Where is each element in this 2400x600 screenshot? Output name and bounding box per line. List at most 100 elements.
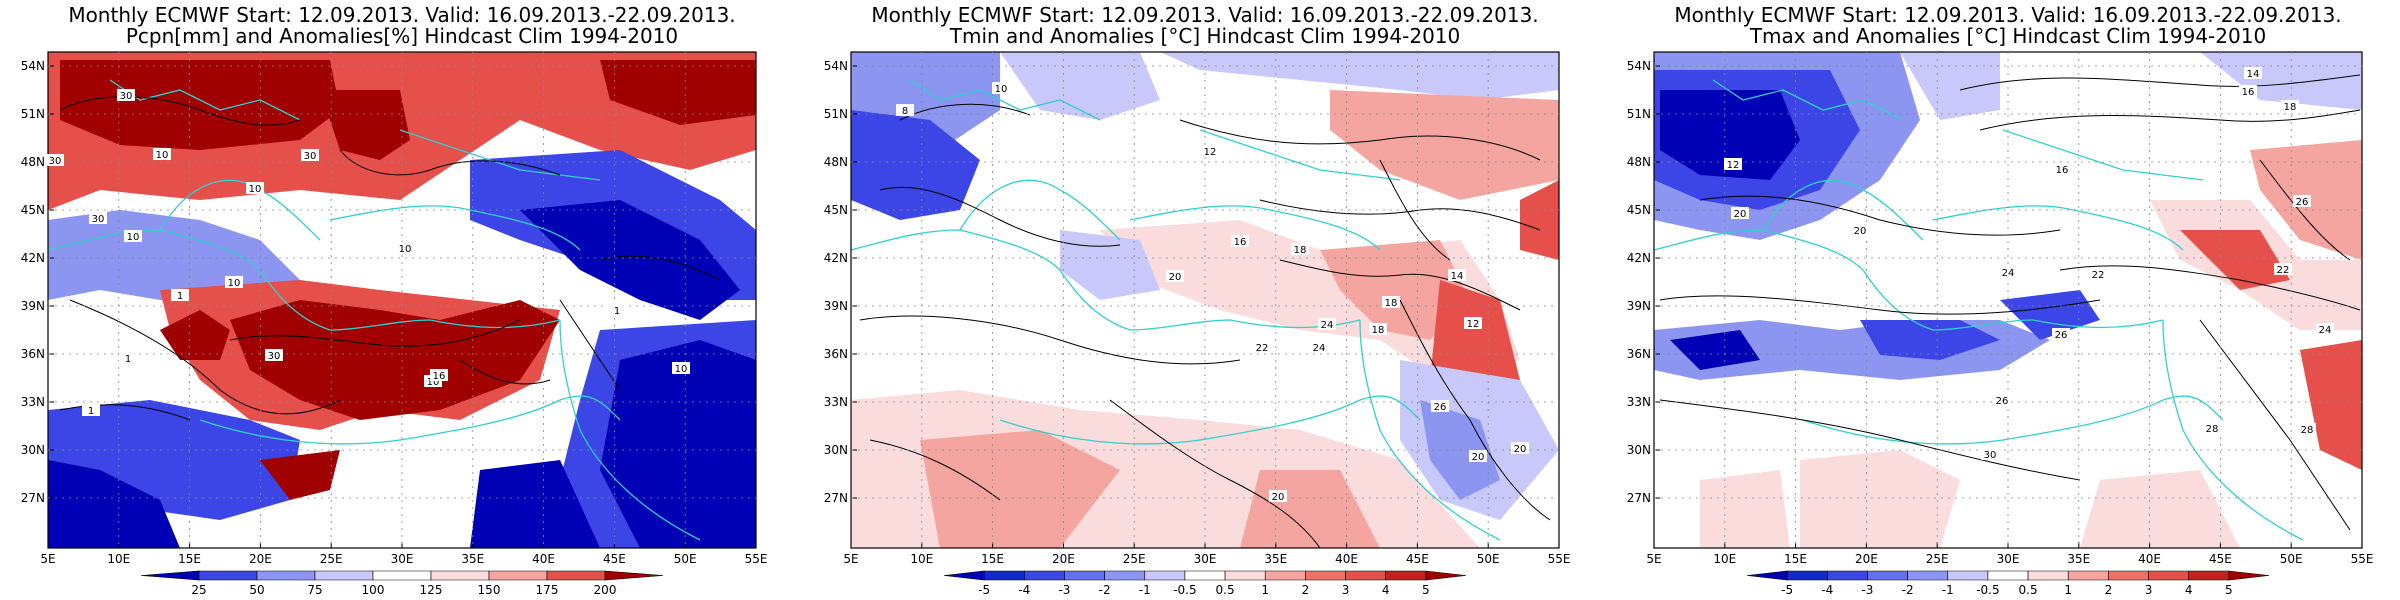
lon-tick-label: 15E [981, 552, 1004, 566]
lon-tick-label: 25E [320, 552, 343, 566]
lon-tick-label: 20E [1052, 552, 1075, 566]
contour-value-labels: 14 16 18 12 20 22 24 26 28 30 26 24 16 20 28 22 26 [1724, 67, 2334, 461]
contour-label: 30 [1984, 450, 1997, 461]
colorbar-tick-label: 3 [1342, 583, 1350, 597]
colorbar-swatch [1987, 570, 2029, 581]
contour-label-bg [1369, 323, 1387, 335]
colorbar-tick-label: 175 [536, 583, 559, 597]
contour-label: 14 [1451, 271, 1464, 282]
lat-tick-label: 27N [21, 491, 45, 505]
contour-lines [59, 96, 721, 421]
contour-label-bg [2281, 100, 2299, 112]
lon-tick-label: 55E [2351, 552, 2374, 566]
contour-label: 30 [92, 214, 105, 225]
colorbar-tick-label: -4 [1018, 583, 1030, 597]
contour-label: 12 [1727, 160, 1740, 171]
contour-label: 20 [1472, 452, 1485, 463]
contour-label: 8 [902, 106, 908, 117]
contour-label: 10 [156, 150, 169, 161]
colorbar-swatch [430, 570, 490, 581]
contour-label: 12 [1204, 147, 1217, 158]
colorbar-tick-label: -2 [1902, 583, 1914, 597]
colorbar-swatch [2108, 570, 2149, 581]
lon-tick-label: 40E [1335, 552, 1358, 566]
contour-label: 10 [427, 377, 440, 388]
contour-label-bg [89, 212, 107, 224]
colorbar-tick-label: -4 [1821, 583, 1833, 597]
lat-tick-label: 54N [21, 59, 45, 73]
contour-label-bg [1310, 341, 1328, 353]
contour-label: 18 [1294, 245, 1307, 256]
contour-label-bg [2293, 195, 2311, 207]
colorbar-swatch [2228, 570, 2270, 581]
contour-label: 16 [1234, 237, 1247, 248]
lon-tick-label: 30E [1997, 552, 2020, 566]
colorbar-swatch [2067, 570, 2109, 581]
colorbar-swatch [983, 570, 1025, 581]
contour-label: 28 [2301, 425, 2314, 436]
contour-label: 14 [2247, 69, 2260, 80]
colorbar-tick-label: 4 [1382, 583, 1390, 597]
lon-tick-label: 45E [2209, 552, 2232, 566]
colorbar-swatch [1104, 570, 1146, 581]
colorbar-tick-label: 3 [2145, 583, 2153, 597]
contour-label: 10 [127, 232, 140, 243]
contour-label-bg [2089, 268, 2107, 280]
colorbar-swatch [2148, 570, 2189, 581]
contour-label: 16 [2056, 165, 2069, 176]
contour-label: 26 [1434, 402, 1447, 413]
colorbar-swatch [1064, 570, 1105, 581]
colorbar-swatch [1184, 570, 1226, 581]
colorbar-swatch [604, 570, 664, 581]
lon-tick-label: 25E [1123, 552, 1146, 566]
lat-tick-label: 36N [21, 347, 45, 361]
lon-tick-label: 45E [1406, 552, 1429, 566]
contour-label: 10 [399, 244, 412, 255]
contour-label: 30 [49, 156, 62, 167]
contour-label-bg [2239, 85, 2257, 97]
colorbar-swatch [314, 570, 374, 581]
colorbar-swatch [256, 570, 316, 581]
lon-tick-label: 15E [178, 552, 201, 566]
lat-tick-label: 27N [1627, 491, 1651, 505]
lat-tick-label: 36N [824, 347, 848, 361]
contour-label-bg [119, 352, 137, 364]
contour-label-bg [1999, 266, 2017, 278]
contour-label-bg [124, 230, 142, 242]
precipitation-anomaly-map [48, 52, 756, 548]
colorbar-tick-label: 50 [249, 583, 264, 597]
contour-label: 10 [675, 364, 688, 375]
colorbar-swatch [488, 570, 548, 581]
contour-label-bg [1993, 394, 2011, 406]
colorbar: 25 50 75 100 125 150 175 200 [140, 570, 664, 597]
lon-tick-label: 30E [391, 552, 414, 566]
lon-tick-label: 20E [249, 552, 272, 566]
contour-label: 18 [2284, 102, 2297, 113]
contour-label-bg [1201, 145, 1219, 157]
lat-tick-label: 54N [1627, 59, 1651, 73]
colorbar-tick-label: -3 [1861, 583, 1873, 597]
lon-tick-label: 40E [2138, 552, 2161, 566]
lat-tick-label: 39N [21, 299, 45, 313]
contour-label-bg [265, 349, 283, 361]
panel-precipitation: Monthly ECMWF Start: 12.09.2013. Valid: … [21, 3, 768, 597]
colorbar-swatch [1305, 570, 1346, 581]
contour-label: 16 [433, 371, 446, 382]
contour-label-bg [301, 149, 319, 161]
panel-title-line1: Monthly ECMWF Start: 12.09.2013. Valid: … [871, 3, 1538, 27]
contour-label-bg [1464, 317, 1482, 329]
lat-tick-label: 39N [824, 299, 848, 313]
lat-tick-label: 45N [1627, 203, 1651, 217]
contour-label: 24 [1321, 320, 1334, 331]
colorbar-tick-label: 2 [2105, 583, 2113, 597]
colorbar-swatch [1385, 570, 1427, 581]
lat-tick-label: 45N [21, 203, 45, 217]
panel-title-line1: Monthly ECMWF Start: 12.09.2013. Valid: … [68, 3, 735, 27]
contour-label-bg [2244, 67, 2262, 79]
contour-label: 30 [304, 151, 317, 162]
contour-label-bg [1291, 243, 1309, 255]
lon-tick-label: 55E [1548, 552, 1571, 566]
lon-tick-label: 35E [461, 552, 484, 566]
colorbar-swatch [1867, 570, 1908, 581]
contour-label-bg [1382, 296, 1400, 308]
